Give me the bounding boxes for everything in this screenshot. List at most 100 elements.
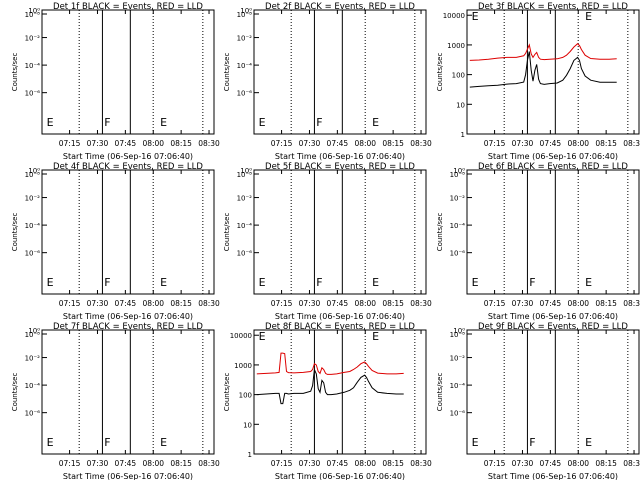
marker-e: E [47, 436, 54, 449]
x-tick-label: 08:30 [198, 139, 220, 148]
marker-e: E [372, 330, 379, 343]
marker-e: E [47, 276, 54, 289]
y-tick-label: 10⁻⁴ [25, 382, 41, 390]
x-tick-label: 08:00 [142, 139, 164, 148]
det-panel-9: Det 9f BLACK = Events, RED = LLD Counts/s… [436, 322, 640, 481]
y-tick-label: 10⁻⁴ [450, 222, 466, 230]
y-tick-label: 10 [456, 101, 465, 109]
x-tick-label: 07:15 [59, 459, 81, 468]
y-tick-label: 100 [452, 72, 465, 80]
x-tick-label: 08:30 [410, 459, 432, 468]
x-axis-label: Start Time (06-Sep-16 07:06:40) [275, 312, 405, 321]
marker-e: E [259, 276, 266, 289]
marker-e: E [472, 276, 479, 289]
det-panel-3: Det 3f BLACK = Events, RED = LLD Counts/s… [436, 2, 640, 161]
marker-e: E [472, 10, 479, 23]
panel-title: Det 6f BLACK = Events, RED = LLD [478, 162, 628, 172]
plot-frame [41, 169, 215, 295]
x-tick-label: 08:00 [142, 299, 164, 308]
y-tick-label: 10⁻⁸ [25, 331, 41, 339]
y-tick-label: 10⁻⁶ [450, 250, 466, 258]
x-tick-label: 07:30 [299, 459, 321, 468]
y-tick-label: 10⁻² [450, 195, 466, 203]
panel-title: Det 7f BLACK = Events, RED = LLD [53, 322, 203, 332]
marker-f: F [529, 276, 535, 289]
x-axis-label: Start Time (06-Sep-16 07:06:40) [275, 472, 405, 480]
x-tick-label: 07:30 [299, 299, 321, 308]
x-tick-label: 07:45 [115, 139, 137, 148]
x-axis-label: Start Time (06-Sep-16 07:06:40) [488, 472, 618, 480]
y-tick-label: 10⁻⁸ [237, 11, 253, 19]
x-tick-label: 07:45 [327, 139, 349, 148]
y-tick-label: 10⁻⁴ [450, 382, 466, 390]
marker-e: E [160, 436, 167, 449]
y-axis-label: Counts/sec [436, 373, 444, 412]
y-tick-label: 1 [248, 451, 252, 459]
y-tick-label: 1 [461, 131, 465, 139]
panel-title: Det 4f BLACK = Events, RED = LLD [53, 162, 203, 172]
x-tick-label: 08:30 [410, 299, 432, 308]
y-tick-label: 10⁰ [240, 167, 252, 175]
x-tick-label: 07:15 [484, 139, 506, 148]
x-tick-label: 07:45 [327, 299, 349, 308]
x-tick-label: 08:00 [567, 299, 589, 308]
y-tick-label: 10⁰ [453, 327, 465, 335]
y-tick-label: 10⁰ [240, 7, 252, 15]
det-panel-2: Det 2f BLACK = Events, RED = LLD Counts/s… [223, 2, 432, 161]
y-tick-label: 10⁻² [25, 355, 41, 363]
y-tick-label: 10⁻⁶ [25, 90, 41, 98]
plot-frame [253, 169, 427, 295]
x-tick-label: 08:30 [623, 139, 640, 148]
marker-e: E [160, 116, 167, 129]
x-tick-label: 08:00 [354, 139, 376, 148]
x-tick-label: 07:30 [87, 459, 109, 468]
x-tick-label: 08:00 [354, 459, 376, 468]
marker-e: E [585, 276, 592, 289]
y-tick-label: 1000 [234, 362, 252, 370]
x-axis-label: Start Time (06-Sep-16 07:06:40) [63, 312, 193, 321]
x-tick-label: 08:00 [567, 139, 589, 148]
y-axis-label: Counts/sec [436, 53, 444, 92]
x-tick-label: 07:45 [115, 459, 137, 468]
x-tick-label: 08:15 [382, 459, 404, 468]
x-tick-label: 07:30 [512, 459, 534, 468]
y-tick-label: 10⁻⁸ [25, 11, 41, 19]
y-tick-label: 10⁻⁸ [25, 171, 41, 179]
y-tick-label: 10⁻⁴ [237, 62, 253, 70]
x-axis-label: Start Time (06-Sep-16 07:06:40) [63, 152, 193, 161]
marker-e: E [259, 116, 266, 129]
panel-title: Det 2f BLACK = Events, RED = LLD [265, 2, 415, 12]
y-tick-label: 10⁻⁶ [25, 250, 41, 258]
det-panel-1: Det 1f BLACK = Events, RED = LLD Counts/s… [11, 2, 220, 161]
marker-f: F [316, 276, 322, 289]
plot-frame [466, 9, 640, 135]
events-line [256, 367, 404, 405]
marker-e: E [372, 116, 379, 129]
marker-e: E [259, 330, 266, 343]
x-tick-label: 08:15 [595, 139, 617, 148]
y-axis-label: Counts/sec [436, 213, 444, 252]
panel-title: Det 8f BLACK = Events, RED = LLD [265, 322, 415, 332]
events-line [469, 51, 617, 88]
y-tick-label: 10⁰ [28, 7, 40, 15]
x-tick-label: 07:30 [512, 299, 534, 308]
y-tick-label: 10 [243, 421, 252, 429]
y-axis-label: Counts/sec [223, 213, 231, 252]
y-tick-label: 10000 [230, 332, 252, 340]
x-tick-label: 07:45 [540, 459, 562, 468]
y-tick-label: 10⁻⁶ [25, 410, 41, 418]
lld-line [256, 352, 404, 375]
y-tick-label: 10⁻⁸ [450, 331, 466, 339]
y-axis-label: Counts/sec [11, 373, 19, 412]
x-tick-label: 08:15 [595, 299, 617, 308]
plot-frame [41, 9, 215, 135]
det-panel-8: Det 8f BLACK = Events, RED = LLD Counts/s… [223, 322, 432, 481]
x-tick-label: 07:45 [540, 139, 562, 148]
det-panel-4: Det 4f BLACK = Events, RED = LLD Counts/s… [11, 162, 220, 321]
x-tick-label: 08:00 [354, 299, 376, 308]
x-tick-label: 07:15 [59, 139, 81, 148]
y-tick-label: 10⁻⁴ [25, 62, 41, 70]
y-tick-label: 10⁻² [25, 195, 41, 203]
marker-f: F [529, 436, 535, 449]
